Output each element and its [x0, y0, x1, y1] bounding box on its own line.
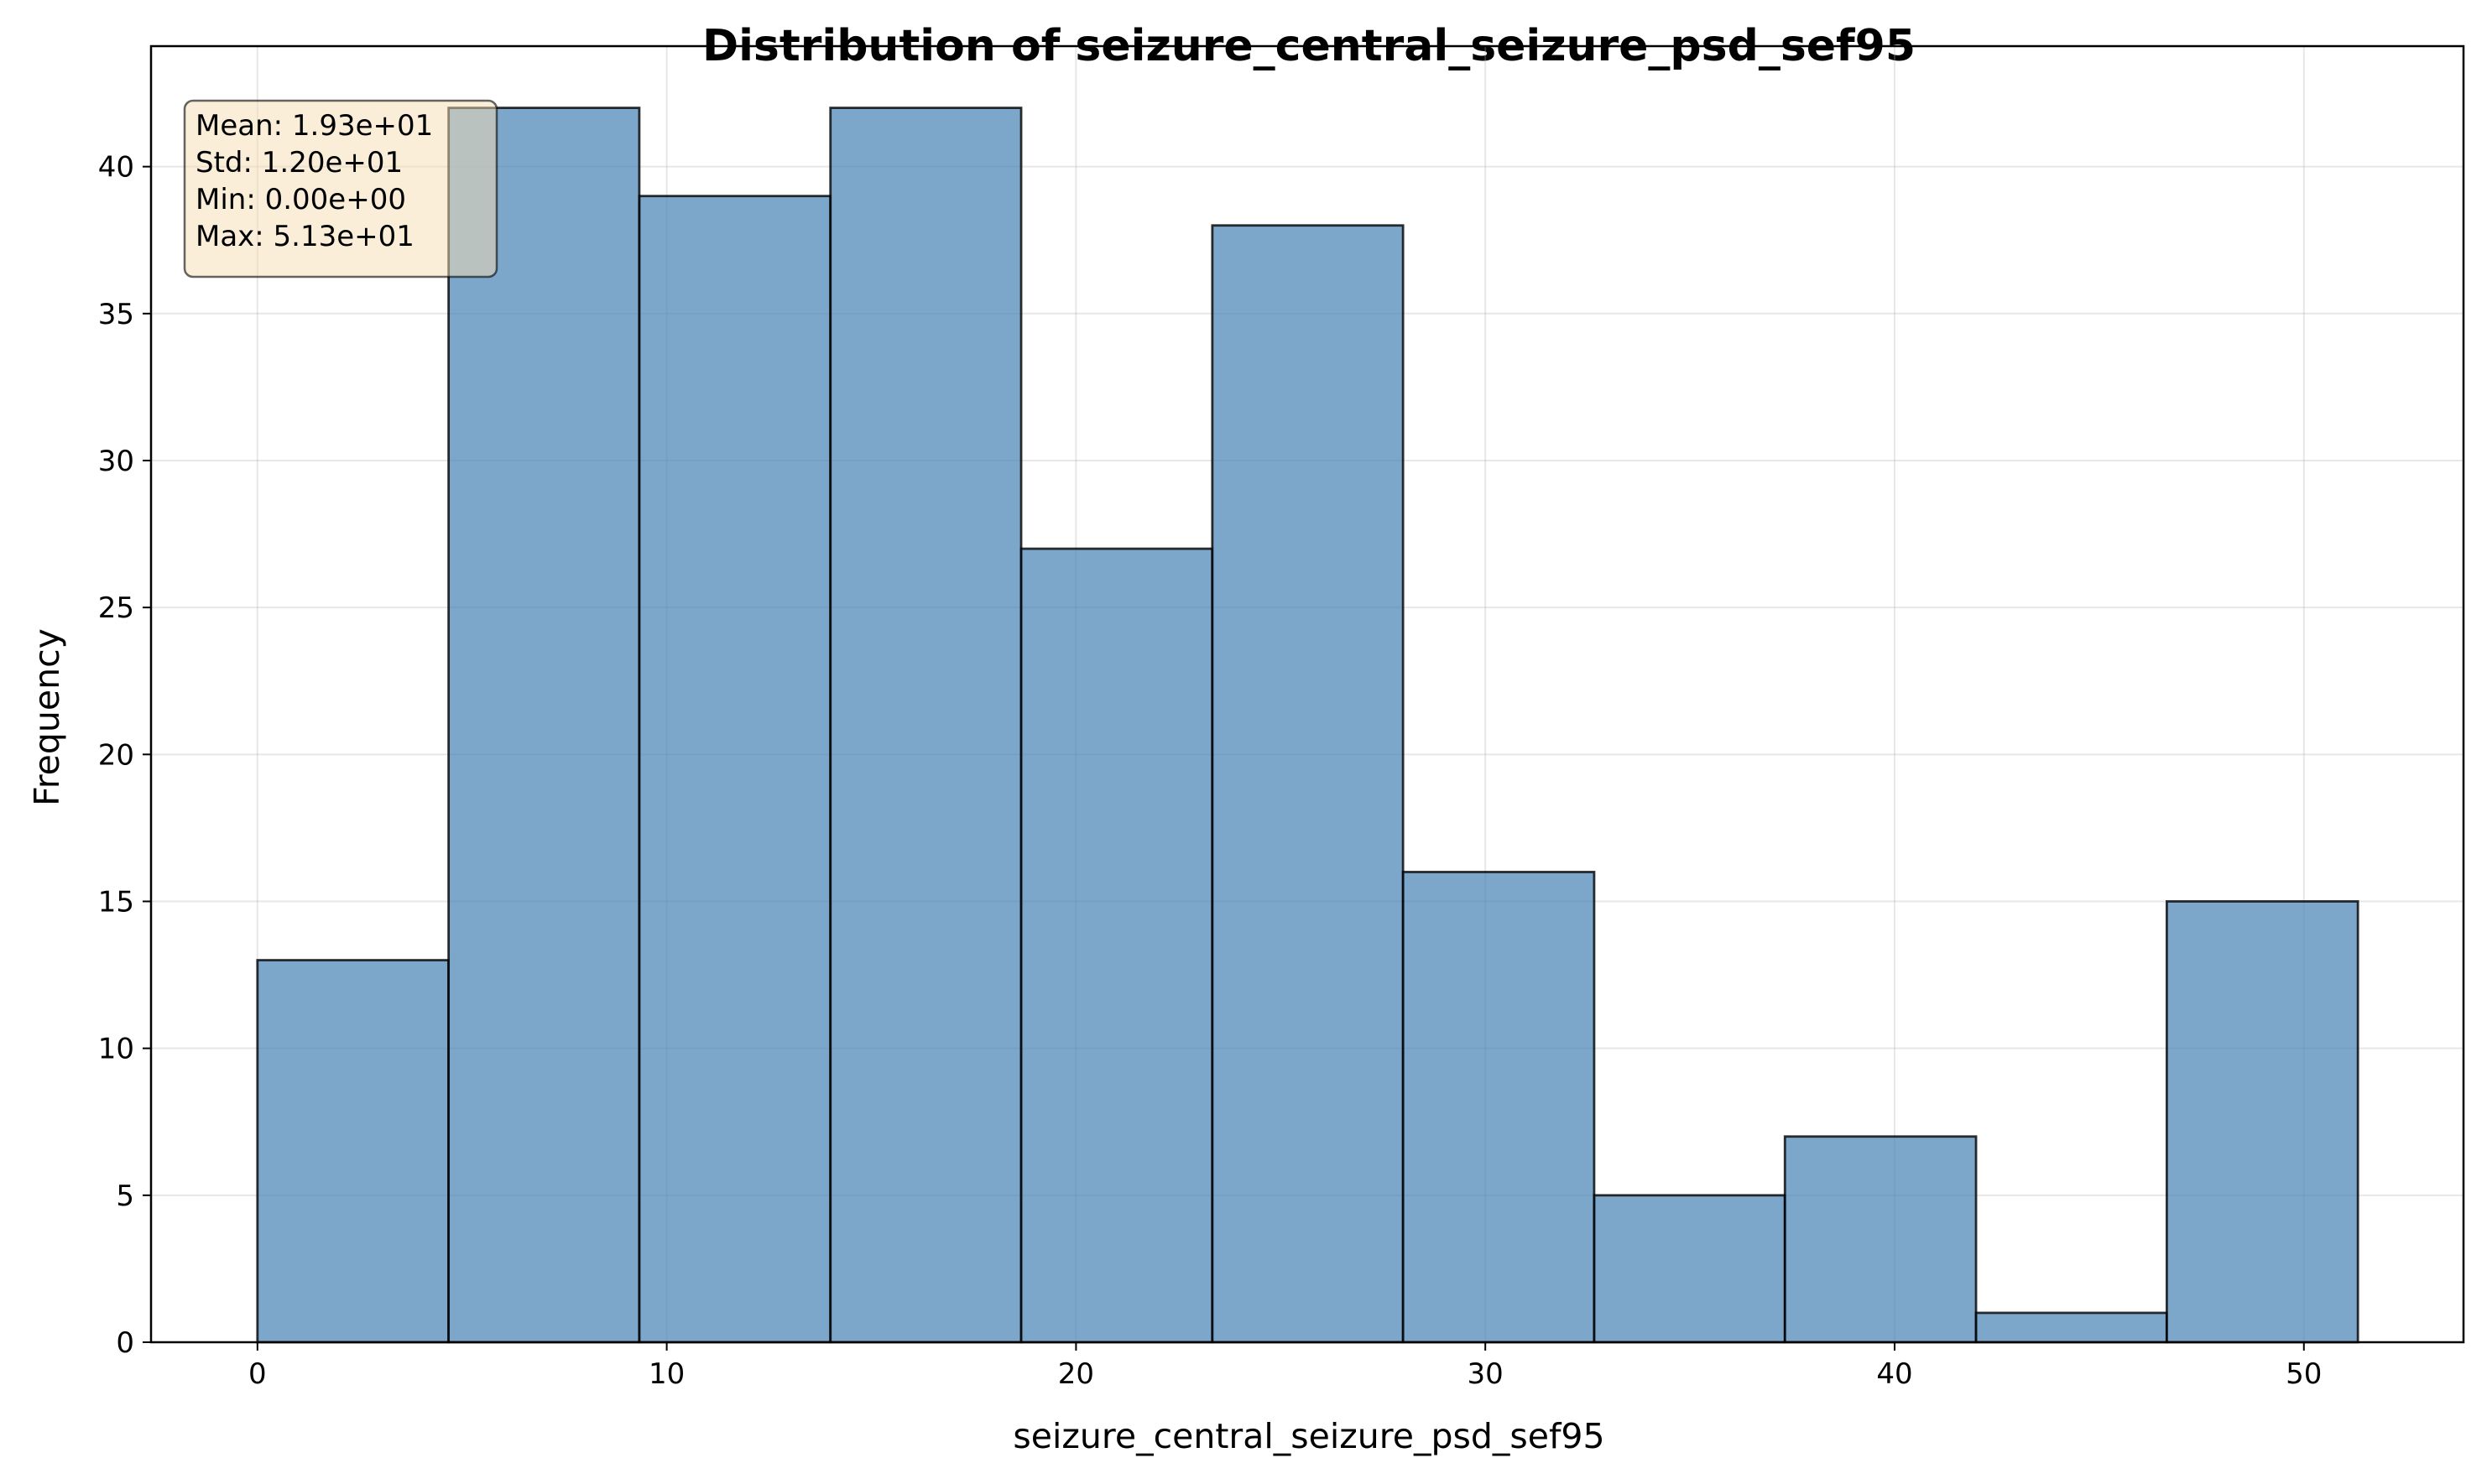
histogram-bar-3	[829, 107, 1023, 1344]
histogram-bar-0	[256, 959, 451, 1344]
stats-mean: Mean: 1.93e+01	[196, 109, 433, 143]
histogram-bar-8	[1783, 1135, 1978, 1344]
stats-min: Min: 0.00e+00	[196, 183, 406, 216]
plot-frame	[149, 44, 2465, 1344]
histogram-bar-6	[1401, 871, 1596, 1344]
y-axis-label: Frequency	[27, 628, 67, 806]
histogram-bar-5	[1211, 224, 1405, 1344]
histogram-bar-2	[638, 195, 832, 1344]
y-tick-label-0: 0	[116, 1326, 134, 1360]
histogram-bar-7	[1593, 1194, 1786, 1344]
y-tick-label-6: 30	[98, 445, 134, 478]
histogram-bar-4	[1019, 547, 1214, 1344]
stats-std: Std: 1.20e+01	[196, 146, 403, 180]
histogram-bars	[256, 107, 2359, 1344]
stats-box-background	[183, 99, 498, 279]
y-tick-label-5: 25	[98, 591, 134, 625]
histogram-bar-10	[2165, 900, 2359, 1344]
x-axis-ticks: 0 10 20 30 40 50	[248, 1342, 2322, 1391]
y-tick-label-7: 35	[98, 298, 134, 331]
x-tick-label-2: 20	[1058, 1357, 1094, 1391]
y-tick-label-4: 20	[98, 738, 134, 772]
x-tick-label-3: 30	[1468, 1357, 1504, 1391]
y-tick-label-2: 10	[98, 1033, 134, 1066]
x-tick-label-4: 40	[1876, 1357, 1912, 1391]
x-tick-label-1: 10	[649, 1357, 685, 1391]
y-tick-label-3: 15	[98, 885, 134, 919]
stats-box: Mean: 1.93e+01 Std: 1.20e+01 Min: 0.00e+…	[183, 99, 498, 279]
stats-max: Max: 5.13e+01	[196, 220, 414, 253]
x-axis-label: seizure_central_seizure_psd_sef95	[1013, 1416, 1604, 1456]
y-axis-ticks: 0 5 10 15 20 25 30 35 40	[98, 151, 151, 1360]
histogram-bar-1	[447, 107, 641, 1344]
y-tick-label-8: 40	[98, 151, 134, 185]
x-tick-label-5: 50	[2286, 1357, 2322, 1391]
x-tick-label-0: 0	[248, 1357, 267, 1391]
y-tick-label-1: 5	[116, 1179, 134, 1213]
histogram-bar-9	[1974, 1311, 2168, 1344]
